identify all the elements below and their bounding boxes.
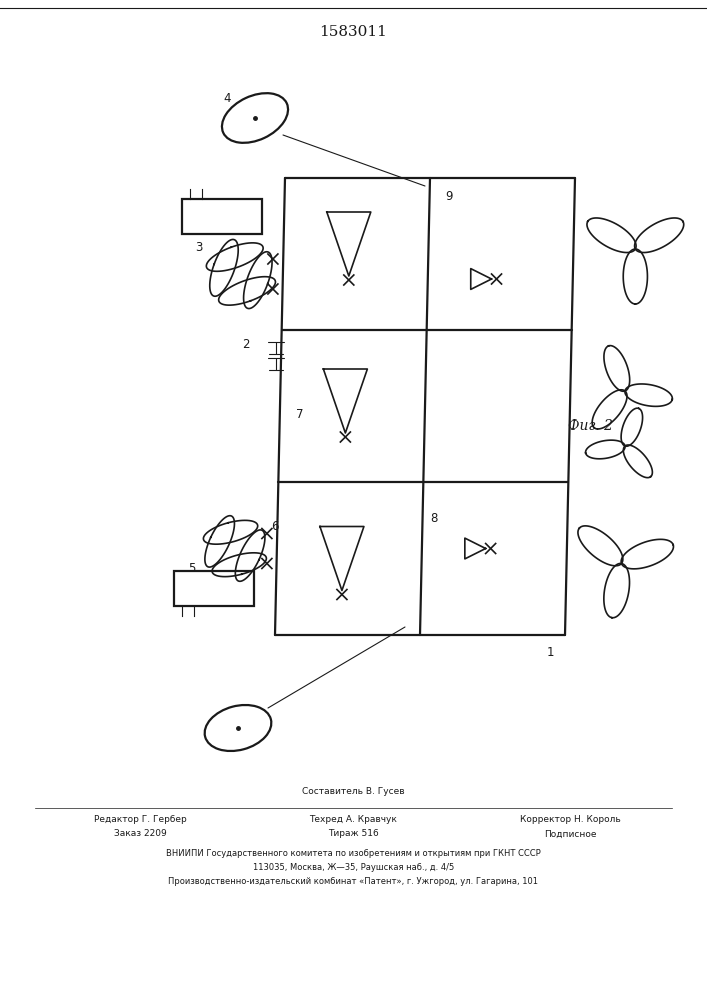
Polygon shape [464, 538, 486, 559]
Ellipse shape [222, 93, 288, 143]
Text: 1583011: 1583011 [320, 25, 387, 39]
Text: 8: 8 [431, 512, 438, 525]
Text: Редактор Г. Гербер: Редактор Г. Гербер [93, 816, 187, 824]
Text: Корректор Н. Король: Корректор Н. Король [520, 816, 620, 824]
Polygon shape [320, 526, 364, 590]
Text: Заказ 2209: Заказ 2209 [114, 830, 166, 838]
Text: 6: 6 [271, 520, 279, 533]
Polygon shape [327, 212, 370, 276]
Text: 4: 4 [223, 92, 230, 104]
Text: Техред А. Кравчук: Техред А. Кравчук [309, 816, 397, 824]
Text: Тираж 516: Тираж 516 [327, 830, 378, 838]
Text: Составитель В. Гусев: Составитель В. Гусев [302, 788, 404, 796]
Text: 2: 2 [243, 338, 250, 352]
Text: 9: 9 [445, 190, 453, 202]
Ellipse shape [204, 705, 271, 751]
Text: Фиг. 2: Фиг. 2 [568, 419, 612, 433]
Text: Подписное: Подписное [544, 830, 596, 838]
Text: ВНИИПИ Государственного комитета по изобретениям и открытиям при ГКНТ СССР: ВНИИПИ Государственного комитета по изоб… [166, 850, 541, 858]
Polygon shape [323, 369, 368, 433]
Bar [182, 198, 262, 233]
Text: 3: 3 [195, 241, 203, 254]
Text: 7: 7 [296, 408, 303, 420]
Text: 5: 5 [188, 562, 196, 575]
Text: Производственно-издательский комбинат «Патент», г. Ужгород, ул. Гагарина, 101: Производственно-издательский комбинат «П… [168, 878, 539, 886]
Bar [174, 571, 254, 606]
Text: 113035, Москва, Ж—35, Раушская наб., д. 4/5: 113035, Москва, Ж—35, Раушская наб., д. … [253, 863, 454, 872]
Polygon shape [471, 269, 491, 289]
Text: 1: 1 [547, 647, 554, 660]
